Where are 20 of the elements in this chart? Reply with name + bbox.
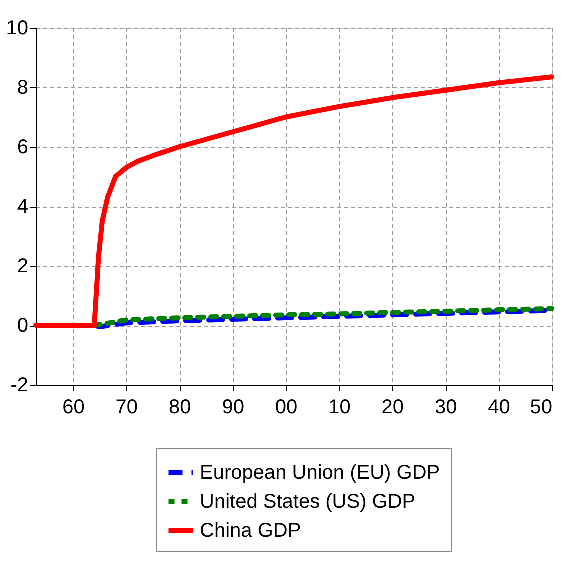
y-tick-label: 4 (17, 196, 28, 218)
legend-label: European Union (EU) GDP (200, 462, 440, 484)
x-tick-label: 50 (530, 396, 552, 418)
y-tick-label: 2 (17, 256, 28, 278)
legend-label: China GDP (200, 520, 302, 542)
x-tick-label: 20 (382, 396, 404, 418)
x-tick-label: 40 (488, 396, 510, 418)
x-tick-label: 30 (434, 396, 458, 418)
y-tick-label: -2 (10, 374, 28, 396)
x-tick-label: 60 (62, 396, 85, 418)
x-tick-label: 00 (275, 396, 298, 418)
legend-label: United States (US) GDP (200, 491, 416, 513)
x-tick-label: 80 (169, 396, 192, 418)
y-tick-label: 8 (17, 77, 28, 99)
x-tick-label: 10 (328, 396, 351, 418)
y-tick-label: 0 (17, 315, 28, 337)
x-tick-label: 70 (116, 396, 138, 418)
y-tick-label: 6 (17, 136, 28, 158)
y-tick-label: 10 (6, 18, 28, 40)
x-tick-label: 90 (222, 396, 244, 418)
